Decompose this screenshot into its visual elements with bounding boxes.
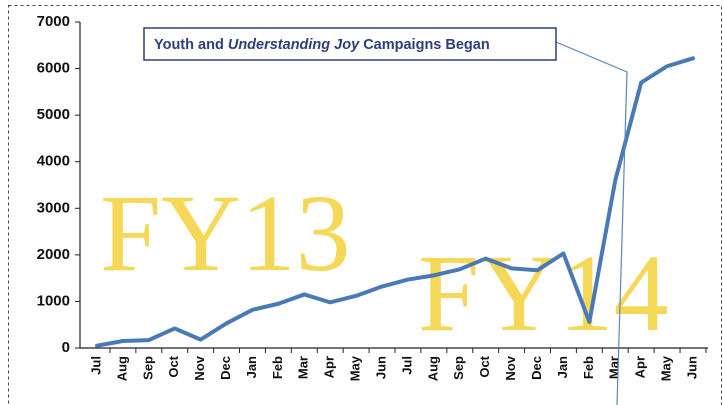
x-tick-label: Apr [322, 356, 337, 378]
watermark: FY14 [418, 232, 669, 354]
watermark: FY13 [100, 172, 351, 294]
x-tick-label: Dec [529, 356, 544, 380]
frame [8, 5, 722, 405]
x-tick-label: May [659, 355, 674, 381]
x-tick-label: Mar [607, 356, 622, 379]
x-tick-label: Jun [373, 356, 388, 379]
x-tick-label: Jun [684, 356, 699, 379]
annotation: Youth and Understanding Joy Campaigns Be… [154, 37, 490, 53]
y-tick-label: 1000 [37, 292, 70, 309]
x-tick-label: Aug [114, 356, 129, 381]
x-tick-label: May [348, 355, 363, 381]
y-tick-label: 0 [62, 339, 70, 356]
x-tick-label: Sep [140, 356, 155, 380]
plot: FY13 FY14 0 1000 2000 3000 4000 5000 6000 7000 Jul… [37, 13, 708, 381]
x-tick-label: Aug [425, 356, 440, 381]
y-tick-label: 7000 [37, 13, 70, 30]
annotation-text: Campaigns Began [363, 37, 490, 53]
annotation-box [143, 27, 557, 61]
x-tick-label: Jan [244, 356, 259, 378]
x-tick-label: Oct [477, 355, 492, 377]
x-tick-label: Mar [296, 356, 311, 379]
x-tick-label: Jul [88, 356, 103, 375]
x-tick-label: Jul [399, 356, 414, 375]
x-tick-label: Feb [270, 356, 285, 379]
y-tick-label: 5000 [37, 106, 70, 123]
x-tick-label: Feb [581, 356, 596, 379]
y-tick-label: 4000 [37, 153, 70, 170]
x-tick-label: Nov [503, 355, 518, 380]
x-tick-label: Dec [218, 356, 233, 380]
x-tick-label: Sep [451, 356, 466, 380]
annotation-text: Youth and [154, 37, 224, 53]
x-tick-label: Jan [555, 356, 570, 378]
y-tick-label: 6000 [37, 60, 70, 77]
x-tick-label: Nov [192, 355, 207, 380]
annotation-emphasis: Understanding Joy [228, 37, 360, 53]
pointer-line [555, 41, 628, 405]
y-tick-label: 3000 [37, 199, 70, 216]
y-tick-label: 2000 [37, 246, 70, 263]
x-tick-label: Oct [166, 355, 181, 377]
x-tick-label: Apr [633, 356, 648, 378]
line [95, 56, 695, 348]
